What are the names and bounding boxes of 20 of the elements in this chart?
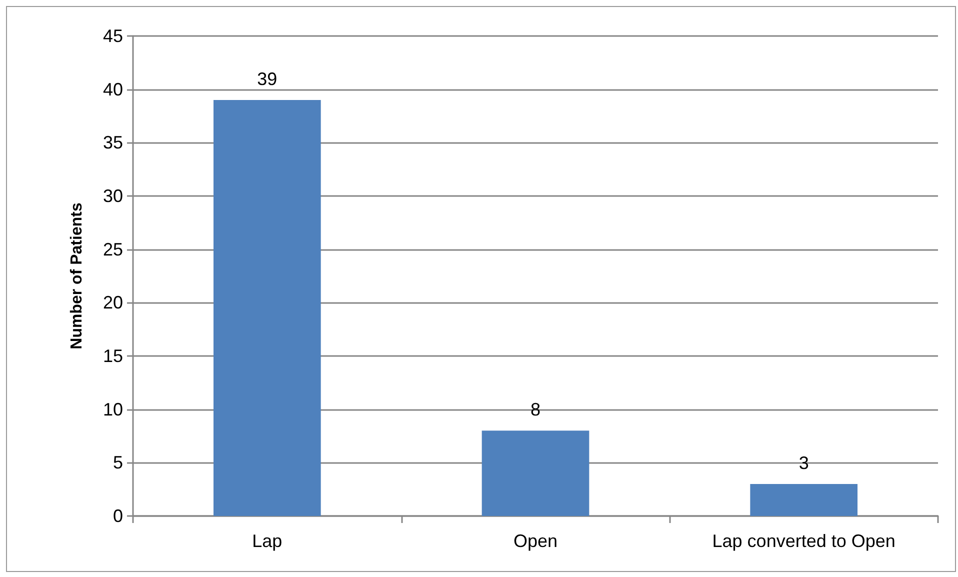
- y-tick-label: 45: [102, 26, 123, 46]
- y-tick-label: 30: [102, 186, 123, 206]
- y-axis-title: Number of Patients: [68, 202, 86, 350]
- y-tick-label: 25: [102, 239, 123, 260]
- bar: [214, 100, 321, 516]
- x-tick-label: Open: [513, 531, 558, 551]
- data-label: 3: [798, 453, 809, 473]
- y-tick-label: 10: [102, 399, 123, 420]
- y-tick-label: 40: [102, 79, 123, 100]
- bar: [482, 430, 590, 516]
- y-tick-label: 20: [102, 292, 123, 313]
- y-tick-label: 5: [112, 452, 123, 473]
- data-label: 39: [257, 69, 278, 89]
- bar: [750, 484, 858, 516]
- y-tick-label: 0: [112, 506, 123, 526]
- y-tick-label: 35: [102, 132, 123, 153]
- x-tick-label: Lap: [252, 531, 282, 551]
- y-tick-label: 15: [102, 346, 123, 366]
- data-label: 8: [530, 400, 541, 420]
- x-tick-label: Lap converted to Open: [712, 531, 896, 551]
